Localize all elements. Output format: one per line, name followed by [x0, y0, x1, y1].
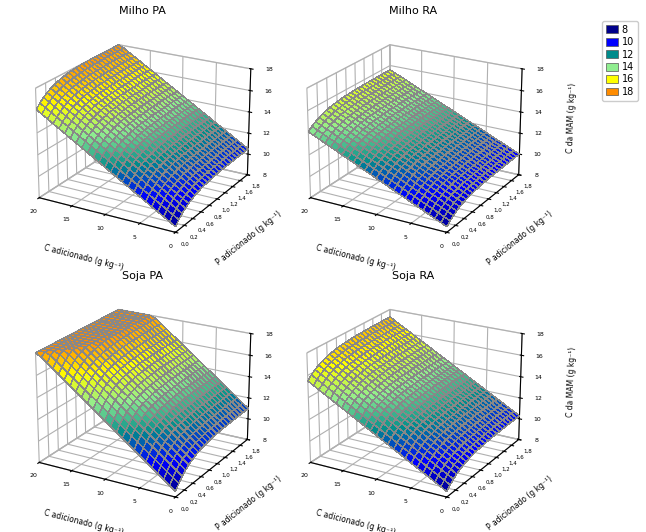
Y-axis label: P adicionado (g kg⁻¹): P adicionado (g kg⁻¹): [214, 474, 283, 531]
Title: Soja PA: Soja PA: [121, 271, 163, 281]
Title: Milho RA: Milho RA: [390, 6, 437, 16]
Legend: 8, 10, 12, 14, 16, 18: 8, 10, 12, 14, 16, 18: [602, 21, 638, 101]
Y-axis label: P adicionado (g kg⁻¹): P adicionado (g kg⁻¹): [485, 209, 554, 267]
Y-axis label: P adicionado (g kg⁻¹): P adicionado (g kg⁻¹): [485, 474, 554, 531]
X-axis label: C adicionado (g kg⁻¹): C adicionado (g kg⁻¹): [315, 244, 396, 272]
Y-axis label: P adicionado (g kg⁻¹): P adicionado (g kg⁻¹): [214, 209, 283, 267]
Title: Milho PA: Milho PA: [119, 6, 165, 16]
X-axis label: C adicionado (g kg⁻¹): C adicionado (g kg⁻¹): [315, 509, 396, 532]
X-axis label: C adicionado (g kg⁻¹): C adicionado (g kg⁻¹): [43, 244, 125, 272]
X-axis label: C adicionado (g kg⁻¹): C adicionado (g kg⁻¹): [43, 509, 125, 532]
Title: Soja RA: Soja RA: [392, 271, 435, 281]
